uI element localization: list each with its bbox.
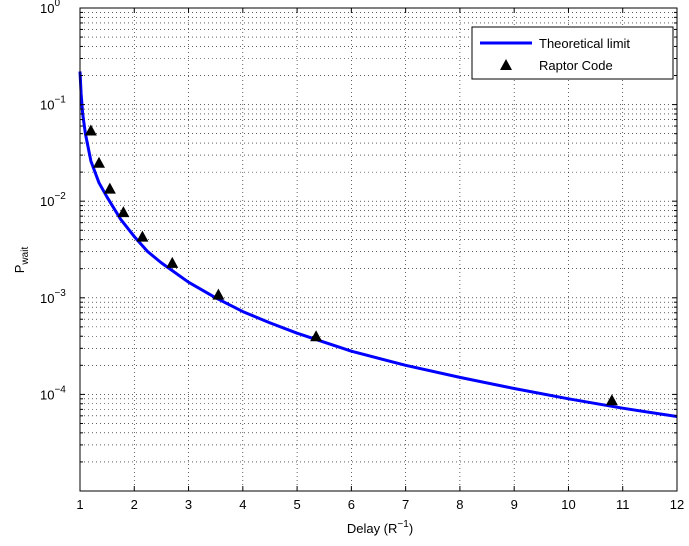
- x-tick-label: 11: [616, 497, 630, 512]
- x-tick-label: 7: [402, 497, 409, 512]
- series-layer: [78, 71, 678, 418]
- legend-marker-raptor: [500, 59, 512, 70]
- legend-box: [471, 26, 674, 80]
- x-tick-label: 10: [561, 497, 575, 512]
- data-point-raptor-code: [117, 206, 130, 218]
- y-tick-label: 10−3: [40, 288, 66, 306]
- x-axis-label: Delay (R−1): [347, 519, 413, 536]
- x-tick-label: 12: [670, 497, 684, 512]
- x-tick-label: 9: [511, 497, 518, 512]
- legend: Theoretical limit Raptor Code: [471, 26, 674, 80]
- x-tick-label: 6: [348, 497, 355, 512]
- axes: [79, 7, 678, 492]
- data-point-raptor-code: [103, 182, 116, 194]
- data-point-raptor-code: [166, 256, 179, 268]
- legend-label-theoretical: Theoretical limit: [539, 36, 630, 51]
- series-line-theoretical-limit: [78, 71, 678, 418]
- y-tick-label: 100: [40, 0, 60, 16]
- x-tick-label: 3: [185, 497, 192, 512]
- data-point-raptor-code: [212, 288, 225, 300]
- data-point-raptor-code: [84, 124, 97, 136]
- data-point-raptor-code: [605, 394, 618, 406]
- y-tick-label: 10−2: [40, 191, 66, 209]
- x-tick-label: 5: [293, 497, 300, 512]
- data-point-raptor-code: [310, 330, 323, 342]
- y-axis-label: Pwait: [12, 247, 31, 274]
- legend-label-raptor: Raptor Code: [539, 58, 613, 73]
- data-point-raptor-code: [136, 230, 149, 242]
- y-tick-label: 10−1: [40, 95, 66, 113]
- x-tick-label: 4: [239, 497, 246, 512]
- plot-frame: [79, 7, 678, 492]
- grid: [80, 8, 677, 491]
- x-tick-label: 2: [131, 497, 138, 512]
- y-tick-label: 10−4: [40, 384, 66, 402]
- x-tick-label: 1: [76, 497, 83, 512]
- data-point-raptor-code: [92, 156, 105, 168]
- x-tick-label: 8: [456, 497, 463, 512]
